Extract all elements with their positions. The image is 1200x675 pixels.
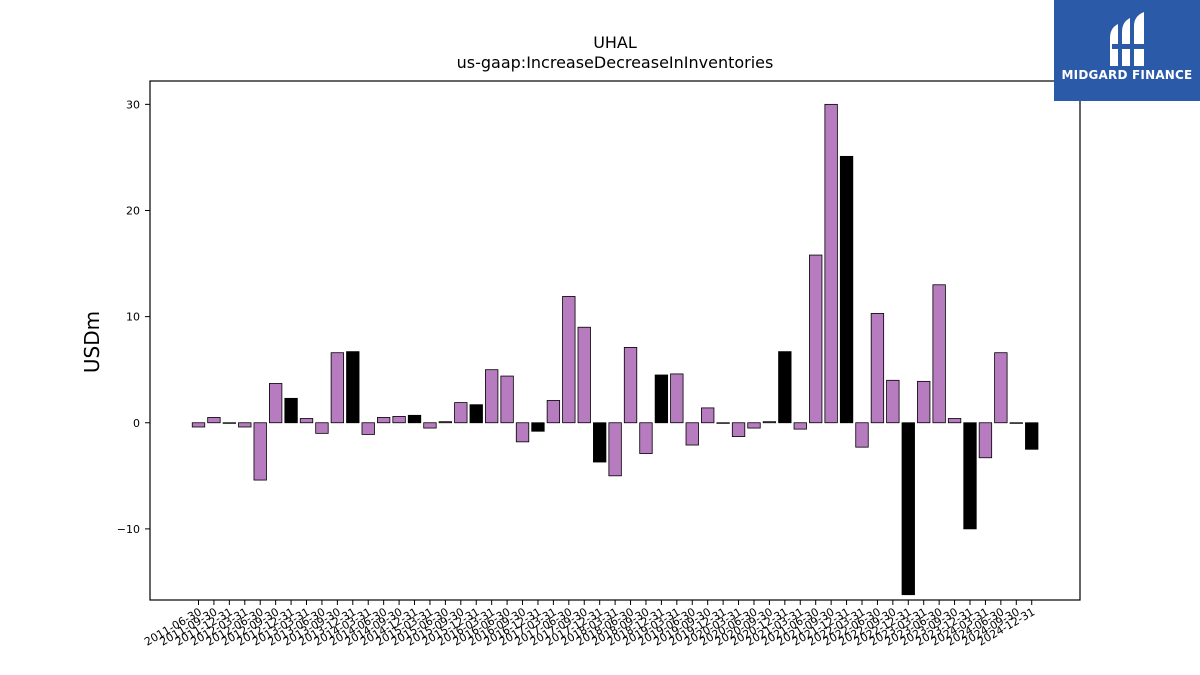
- y-tick-label: −10: [117, 523, 140, 536]
- bar-2018-12-31: [654, 374, 669, 424]
- y-tick-label: 20: [126, 204, 140, 217]
- bar-2020-03-31: [731, 422, 746, 437]
- y-axis-label: USDm: [80, 311, 104, 373]
- bar-2022-09-30: [886, 379, 900, 424]
- bar-2016-09-30: [515, 422, 530, 443]
- bar-2017-03-31: [546, 400, 561, 424]
- bar-2016-06-30: [500, 375, 514, 424]
- bar-2023-03-31: [917, 380, 931, 424]
- bar-2020-06-30: [747, 422, 761, 429]
- bar-2024-06-30: [994, 352, 1008, 424]
- bar-2018-03-31: [608, 422, 622, 477]
- bar-2014-12-31: [407, 414, 422, 424]
- bar-2016-03-31: [485, 369, 499, 424]
- brand-logo: MIDGARD FINANCE: [1054, 0, 1200, 101]
- bar-2021-03-31: [793, 422, 807, 430]
- bar-2013-09-30: [330, 352, 345, 424]
- bar-2023-06-30: [932, 284, 946, 424]
- bar-2016-12-31: [531, 422, 545, 432]
- bar-2024-12-31: [1025, 422, 1039, 450]
- bar-2022-06-30: [870, 313, 885, 424]
- bars: [191, 103, 1039, 596]
- bar-2012-06-30: [253, 422, 267, 481]
- bar-2012-12-31: [284, 397, 298, 424]
- bar-2021-06-30: [809, 254, 823, 424]
- y-tick-label: 10: [126, 311, 140, 324]
- bar-2017-06-30: [562, 296, 576, 424]
- bar-2018-09-30: [639, 422, 653, 454]
- bar-2020-09-30: [762, 421, 777, 424]
- bar-2013-06-30: [315, 422, 329, 434]
- bar-2018-06-30: [623, 346, 638, 424]
- bar-2024-03-31: [978, 422, 993, 459]
- bar-2012-03-31: [238, 422, 252, 428]
- x-axis: 2011-06-302011-09-302011-12-312012-03-31…: [142, 600, 1037, 649]
- bar-2011-12-31: [222, 422, 237, 424]
- bar-2015-06-30: [438, 421, 453, 424]
- chart-title: UHAL: [593, 33, 637, 52]
- bar-2019-12-31: [716, 422, 730, 424]
- bar-2012-09-30: [268, 383, 283, 424]
- bar-2019-03-31: [670, 373, 684, 424]
- bar-2015-03-31: [423, 422, 437, 429]
- bar-2015-09-30: [454, 402, 468, 424]
- bar-2014-03-31: [361, 422, 375, 435]
- bar-2022-03-31: [855, 422, 869, 448]
- bar-2013-12-31: [346, 351, 360, 424]
- y-tick-label: 30: [126, 98, 140, 111]
- chart-subtitle: us-gaap:IncreaseDecreaseInInventories: [457, 53, 774, 72]
- brand-name: MIDGARD FINANCE: [1061, 68, 1193, 82]
- bar-2020-12-31: [778, 351, 792, 424]
- bar-2023-09-30: [947, 418, 962, 424]
- bar-2017-09-30: [577, 326, 591, 424]
- bar-2015-12-31: [469, 404, 483, 424]
- bar-2021-12-31: [839, 155, 854, 424]
- bar-2019-09-30: [701, 407, 715, 424]
- bar-2011-09-30: [207, 417, 221, 424]
- bar-2022-12-31: [901, 422, 915, 596]
- y-tick-label: 0: [133, 417, 140, 430]
- bar-2021-09-30: [824, 103, 838, 424]
- bar-2011-06-30: [191, 422, 206, 428]
- y-axis: −10 0 10 20 30: [117, 98, 150, 536]
- bar-2013-03-31: [299, 418, 314, 424]
- bar-2017-12-31: [593, 422, 607, 463]
- bar-2019-06-30: [685, 422, 699, 446]
- midgard-logo-icon: [1110, 12, 1144, 66]
- bar-2014-06-30: [377, 417, 391, 424]
- bar-2014-09-30: [392, 415, 406, 424]
- bar-2024-09-30: [1009, 422, 1023, 424]
- bar-2023-12-31: [963, 422, 977, 530]
